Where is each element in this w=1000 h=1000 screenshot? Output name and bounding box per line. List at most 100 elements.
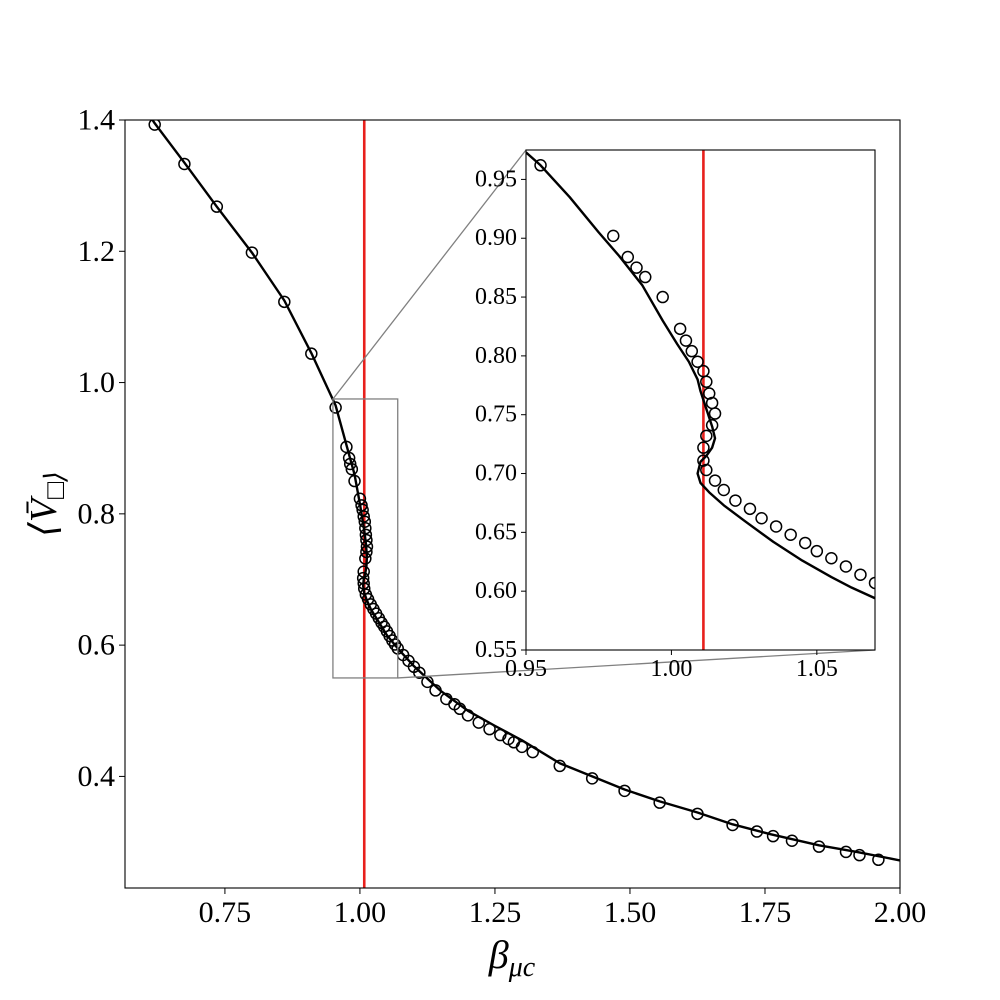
main-y-tick-label: 1.4 [78, 104, 116, 137]
main-data-point [750, 825, 764, 838]
inset-data-point [697, 441, 710, 454]
main-curve [151, 120, 900, 862]
main-data-point [494, 728, 507, 742]
inset-y-tick-label: 0.80 [475, 343, 517, 369]
main-data-point [343, 457, 357, 471]
main-y-tick-label: 0.6 [78, 629, 116, 662]
main-data-point [348, 474, 361, 488]
inset-data-point [673, 322, 687, 336]
main-data-point [766, 829, 780, 843]
main-frame [124, 119, 901, 889]
main-data-point [353, 492, 367, 505]
inset-data-point [868, 576, 875, 590]
inset-data-point [630, 261, 643, 274]
main-data-point [618, 784, 631, 798]
x-axis-title: βμc [488, 932, 536, 983]
inset-data-point [854, 568, 867, 581]
inset-y-tick-label: 0.60 [475, 578, 517, 604]
inset-data-point [621, 250, 635, 264]
inset-frame [525, 149, 876, 651]
main-data-point [853, 848, 866, 862]
main-data-point [453, 702, 467, 716]
main-y-tick-label: 1.0 [78, 366, 116, 399]
inset-data-point [638, 270, 652, 284]
inset-data-point [700, 463, 713, 477]
main-data-point [461, 709, 475, 722]
main-data-point [691, 807, 704, 821]
inset-data-point [700, 429, 713, 443]
inset-data-point [708, 474, 722, 487]
inset-y-tick-label: 0.75 [475, 402, 517, 428]
inset-data-point [810, 544, 824, 558]
inset-y-tick-label: 0.55 [475, 637, 517, 663]
main-data-point [812, 840, 826, 853]
main-data-point [726, 818, 739, 832]
inset-y-tick-label: 0.65 [475, 519, 517, 545]
inset-data-point [607, 229, 620, 243]
inset-data-point [729, 494, 742, 507]
main-data-point [413, 666, 426, 679]
main-data-point [360, 533, 373, 547]
inset-background [526, 150, 875, 650]
zoom-connectors [332, 149, 876, 679]
inset-x-tick-label: 0.95 [505, 656, 547, 682]
main-data-point [329, 401, 342, 414]
inset-data-point [784, 528, 797, 541]
main-y-tick-label: 0.4 [78, 760, 116, 793]
inset-plot-area [526, 150, 875, 650]
main-data-point [357, 565, 370, 578]
main-data-point [148, 120, 161, 131]
inset-y-tick-label: 0.95 [475, 166, 517, 192]
inset-data-point [685, 344, 699, 358]
main-data-point [515, 740, 529, 754]
main-plot: 0.75 1.00 1.25 1.50 1.75 2.00 0.4 0.6 0.8 1.0 1.2 1… [23, 104, 926, 984]
y-axis-title: ⟨V̄□⟩ [23, 471, 71, 537]
main-data-point [305, 347, 318, 360]
main-data-point [359, 528, 373, 542]
inset-data-point [825, 551, 838, 565]
main-y-tick-label: 0.8 [78, 497, 116, 530]
main-data-point [345, 462, 359, 476]
main-x-tick-label: 2.00 [874, 896, 927, 929]
main-data-point [340, 440, 353, 454]
inset-data-point [717, 483, 731, 497]
main-data-point [472, 716, 485, 729]
main-x-tick-label: 0.75 [199, 896, 252, 929]
main-data-point [360, 545, 373, 559]
inset-data-point [691, 355, 704, 369]
main-data-point [360, 540, 374, 553]
main-data-point [357, 510, 370, 523]
inset-x-tick-label: 1.05 [796, 656, 838, 682]
main-data-point [178, 157, 191, 171]
main-data-point [872, 853, 885, 867]
main-data-point [278, 295, 291, 309]
main-plot-area [148, 120, 900, 888]
inset-data-point [534, 159, 547, 172]
inset-x-tick-label: 1.00 [650, 656, 692, 682]
main-data-point [342, 451, 356, 465]
main-data-point [359, 552, 372, 565]
main-data-point [653, 796, 666, 809]
main-data-point [358, 582, 371, 595]
main-x-tick-label: 1.25 [469, 896, 522, 929]
inset-data-point [798, 536, 812, 550]
main-data-point [553, 759, 567, 773]
zoom-connector-line [397, 649, 876, 679]
inset-y-tick-label: 0.90 [475, 225, 517, 251]
inset-y-tick-label: 0.70 [475, 461, 517, 487]
main-data-point [359, 522, 372, 535]
inset-data-point [705, 419, 719, 432]
inset-data-point [708, 407, 722, 420]
zoom-region-box [332, 398, 399, 679]
inset-data-point [743, 502, 757, 516]
main-data-point [356, 503, 369, 517]
main-data-point [429, 684, 442, 697]
main-x-tick-label: 1.75 [739, 896, 792, 929]
main-y-tick-label: 1.2 [78, 235, 116, 268]
inset-data-point [700, 375, 713, 389]
main-data-point [210, 200, 224, 213]
inset-data-point [839, 560, 853, 573]
inset-y-tick-label: 0.85 [475, 284, 517, 310]
inset-data-point [679, 334, 693, 347]
